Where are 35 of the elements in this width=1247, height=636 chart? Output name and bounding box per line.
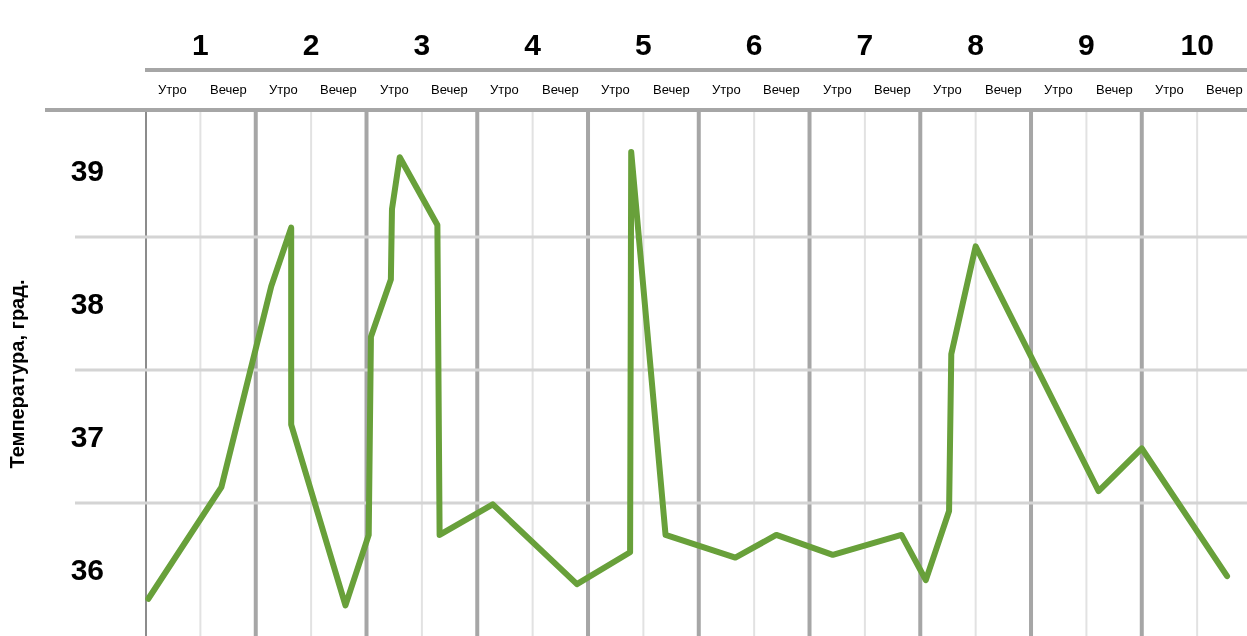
text: Вечер (763, 82, 800, 97)
text: Утро (380, 82, 409, 97)
text: Утро (1155, 82, 1184, 97)
text: Утро (712, 82, 741, 97)
text: Вечер (320, 82, 357, 97)
text: Утро (490, 82, 519, 97)
x-tick-label: 2 (302, 28, 320, 61)
x-tick-label: 4 (524, 28, 542, 61)
x-tick-label: 8 (967, 28, 984, 61)
x-tick-label: 7 (856, 28, 874, 61)
y-tick-label: 38 (70, 287, 104, 321)
text: Утро (158, 82, 187, 97)
x-tick-label: 9 (1078, 28, 1095, 61)
text: Вечер (210, 82, 247, 97)
text: Вечер (1096, 82, 1133, 97)
text: Вечер (1206, 82, 1243, 97)
text: Утро (601, 82, 630, 97)
text: Вечер (874, 82, 911, 97)
y-tick-label: 39 (70, 154, 104, 188)
text: Утро (933, 82, 962, 97)
x-tick-label: 5 (635, 28, 652, 61)
y-tick-label: 37 (70, 420, 104, 454)
text: Вечер (542, 82, 579, 97)
text: Утро (823, 82, 852, 97)
text: Вечер (985, 82, 1022, 97)
x-tick-label: 10 (1180, 28, 1214, 61)
text: Вечер (653, 82, 690, 97)
x-tick-label: 1 (192, 28, 209, 61)
x-tick-label: 3 (413, 28, 431, 61)
text: Утро (1044, 82, 1073, 97)
text: Вечер (431, 82, 468, 97)
y-axis-title: Температура, град. (6, 279, 29, 469)
x-tick-label: 6 (745, 28, 763, 61)
text: Утро (269, 82, 298, 97)
y-tick-label: 36 (70, 553, 104, 586)
